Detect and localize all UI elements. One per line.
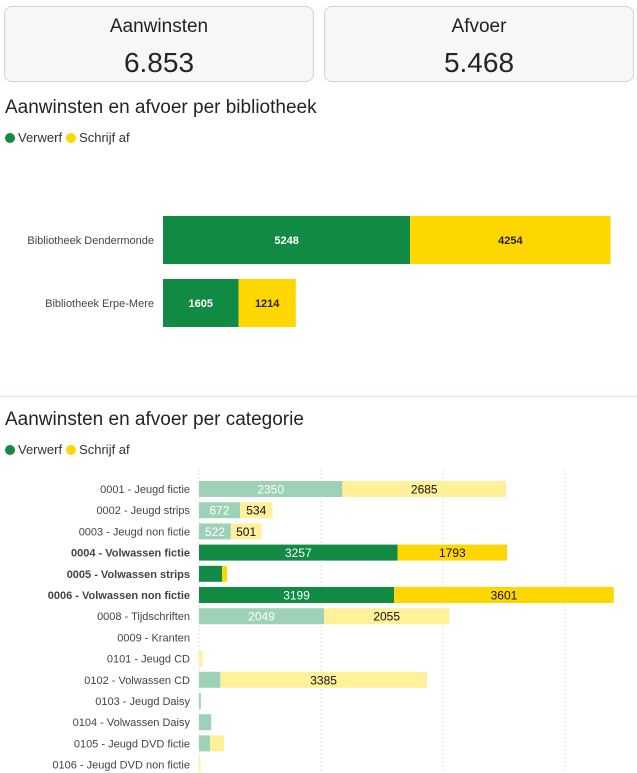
bar-schrijf-af[interactable] — [323, 608, 450, 625]
bar-schrijf-af[interactable] — [342, 481, 507, 497]
bar-chart-category: 0001 - Jeugd fictie 2350 2685 0002 - Jeugd … — [48, 470, 614, 773]
category-label: 0009 - Kranten — [117, 632, 190, 644]
bar-verwerf[interactable] — [199, 693, 201, 709]
category-label: 0005 - Volwassen strips — [67, 569, 190, 581]
data-label: 522 — [205, 525, 225, 539]
bar-verwerf[interactable] — [199, 608, 324, 625]
legend-label: Verwerf — [18, 442, 63, 457]
bar-schrijf-af[interactable] — [222, 565, 228, 582]
chart-title: Aanwinsten en afvoer per categorie — [5, 409, 304, 430]
legend-item-verwerf[interactable]: Verwerf — [5, 130, 62, 145]
category-label: 0004 - Volwassen fictie — [71, 548, 190, 560]
data-label: 3385 — [310, 673, 337, 687]
legend-dot — [66, 444, 77, 455]
chart-legend: Verwerf Schrijf af — [5, 130, 134, 145]
bar-verwerf[interactable] — [199, 502, 240, 519]
bar-schrijf-af[interactable] — [199, 650, 203, 667]
category-label: 0101 - Jeugd CD — [107, 654, 190, 666]
kpi-value: 6.853 — [123, 47, 195, 78]
category-label: Bibliotheek Dendermonde — [27, 235, 154, 247]
bar-verwerf[interactable] — [163, 216, 411, 264]
legend-item-verwerf[interactable]: Verwerf — [5, 442, 62, 457]
legend-label: Verwerf — [18, 130, 63, 145]
bar-schrijf-af[interactable] — [209, 735, 225, 752]
category-label: 0002 - Jeugd strips — [96, 505, 190, 517]
legend-dot — [66, 132, 77, 143]
category-label: 0102 - Volwassen CD — [84, 675, 190, 687]
legend-label: Schrijf af — [79, 130, 130, 145]
category-label: 0105 - Jeugd DVD fictie — [74, 738, 190, 750]
bar-verwerf[interactable] — [199, 671, 221, 688]
bar-verwerf[interactable] — [199, 481, 343, 497]
kpi-value: 5.468 — [443, 47, 515, 78]
kpi-card-afvoer: Afvoer 5.468 — [324, 6, 634, 82]
data-label: 3257 — [285, 546, 312, 560]
data-label: 3199 — [283, 589, 310, 603]
bar-schrijf-af[interactable] — [394, 587, 614, 603]
data-label: 672 — [209, 504, 229, 518]
data-label: 3601 — [491, 589, 518, 603]
bar-verwerf[interactable] — [199, 735, 210, 752]
data-label: 2055 — [373, 610, 400, 624]
data-label: 1214 — [255, 298, 280, 310]
category-label: 0006 - Volwassen non fictie — [48, 590, 190, 602]
kpi-label: Aanwinsten — [109, 16, 209, 37]
bar-verwerf[interactable] — [199, 565, 223, 582]
data-label: 2049 — [248, 610, 275, 624]
kpi-card-aanwinsten: Aanwinsten 6.853 — [4, 6, 314, 82]
data-label: 5248 — [274, 235, 298, 247]
bar-schrijf-af[interactable] — [199, 756, 201, 773]
bar-verwerf[interactable] — [199, 714, 212, 731]
data-label: 501 — [236, 525, 256, 539]
data-label: 4254 — [498, 235, 523, 247]
bar-schrijf-af[interactable] — [220, 671, 427, 688]
data-label: 1793 — [439, 546, 466, 560]
bar-schrijf-af[interactable] — [397, 544, 508, 561]
category-label: 0103 - Jeugd Daisy — [95, 696, 190, 708]
bar-verwerf[interactable] — [199, 544, 398, 561]
category-label: 0003 - Jeugd non fictie — [79, 526, 190, 538]
bar-chart-library: Bibliotheek Dendermonde 5248 4254 Bibliothe… — [27, 216, 611, 327]
data-label: 2350 — [257, 483, 284, 497]
bar-verwerf[interactable] — [199, 587, 395, 603]
category-label: 0008 - Tijdschriften — [97, 611, 190, 623]
category-label: 0001 - Jeugd fictie — [100, 484, 190, 496]
legend-item-schrijf-af[interactable]: Schrijf af — [66, 442, 130, 457]
legend-label: Schrijf af — [79, 442, 130, 457]
kpi-label: Afvoer — [451, 16, 507, 37]
chart-title: Aanwinsten en afvoer per bibliotheek — [5, 97, 317, 118]
data-label: 1605 — [189, 298, 213, 310]
data-label: 534 — [246, 504, 266, 518]
section-divider — [0, 396, 637, 397]
data-label: 2685 — [411, 483, 438, 497]
legend-dot — [5, 132, 15, 143]
legend-dot — [5, 444, 15, 455]
category-label: 0106 - Jeugd DVD non fictie — [52, 760, 190, 772]
category-label: Bibliotheek Erpe-Mere — [45, 298, 154, 310]
bar-schrijf-af[interactable] — [239, 502, 273, 519]
category-label: 0104 - Volwassen Daisy — [73, 717, 191, 729]
bar-schrijf-af[interactable] — [410, 216, 611, 264]
legend-item-schrijf-af[interactable]: Schrijf af — [66, 130, 130, 145]
chart-legend: Verwerf Schrijf af — [5, 442, 134, 457]
bar-verwerf[interactable] — [163, 279, 239, 327]
bar-schrijf-af[interactable] — [238, 279, 296, 327]
bar-verwerf[interactable] — [199, 523, 231, 540]
bar-schrijf-af[interactable] — [230, 523, 262, 540]
